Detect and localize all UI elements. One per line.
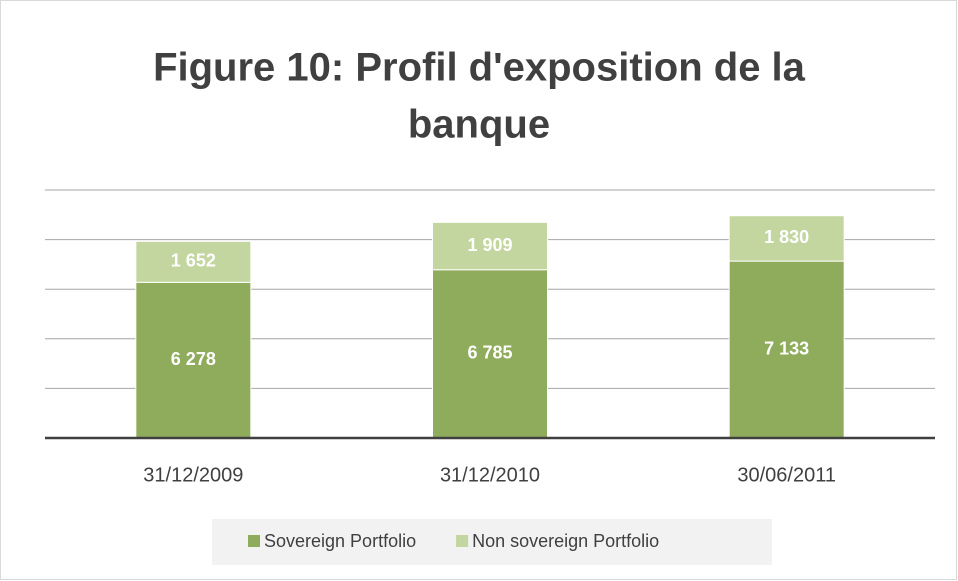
bar-segment [432,221,548,271]
x-tick-label: 30/06/2011 [737,464,836,486]
legend-label: Non sovereign Portfolio [472,531,659,551]
bar-segment [135,240,252,283]
value-label: 7 133 [764,338,809,358]
legend-label: Sovereign Portfolio [264,531,416,551]
value-label: 6 278 [171,349,216,369]
value-label: 6 785 [467,343,512,363]
x-tick-label: 31/12/2009 [143,464,243,486]
value-label: 1 652 [171,251,216,271]
legend-swatch [248,535,260,547]
legend-box [212,519,772,565]
legend-swatch [456,535,469,547]
bar-segment [728,215,845,262]
value-label: 1 830 [764,227,809,247]
bar-segment [728,260,845,439]
x-tick-label: 31/12/2010 [440,464,540,486]
value-label: 1 909 [467,235,512,255]
chart-title: Figure 10: Profil d'exposition de la [153,46,806,90]
chart-title: banque [408,103,550,147]
